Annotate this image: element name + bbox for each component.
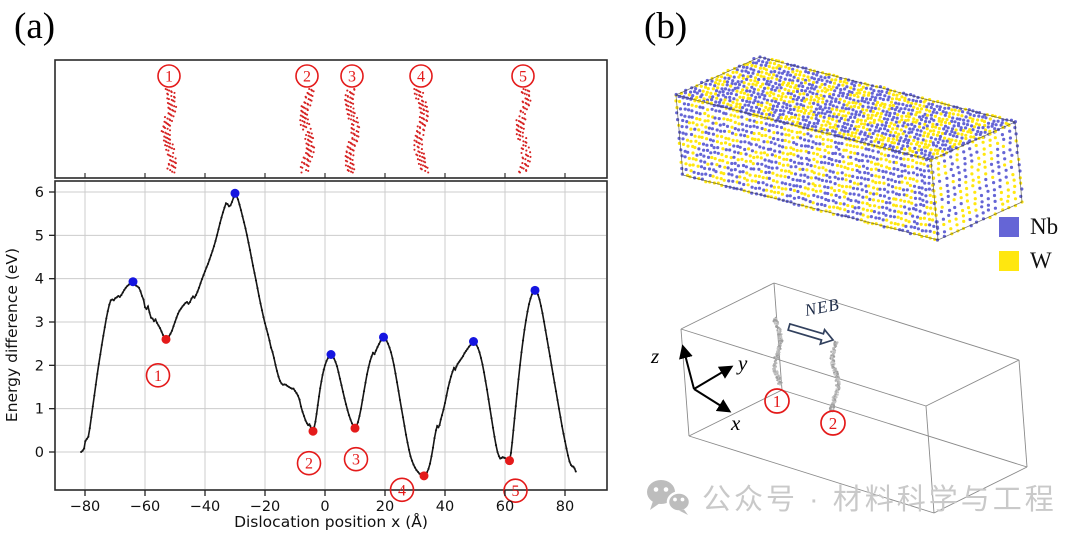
z-axis-letter: z (650, 344, 659, 368)
chart-gridlines (56, 182, 606, 489)
simulation-panel: 12 NEB z y x (650, 55, 1028, 514)
x-tick-label: 40 (436, 499, 454, 515)
position-label-number: 1 (773, 392, 782, 411)
minimum-marker (161, 334, 171, 344)
y-tick-label: 4 (35, 272, 44, 288)
structure-label-circle (340, 64, 364, 88)
state-label-circle (145, 363, 171, 388)
minimum-marker (308, 426, 318, 436)
state-label-circle (503, 478, 528, 503)
structure-label-circle (409, 64, 433, 88)
axis-ticks: −80 −60 −40 −20 0 20 40 60 80 0 1 2 3 4 5 6 (35, 173, 574, 515)
structure-label-number: 1 (165, 69, 173, 86)
state-label-number: 1 (154, 368, 162, 385)
w-legend-label: W (1030, 248, 1052, 273)
state-label-circle (389, 477, 415, 503)
minimum-marker (350, 423, 360, 433)
neb-arrow (787, 322, 835, 346)
position-label-circle (764, 388, 790, 414)
axis-arrow (693, 365, 734, 390)
panel-a-label: (a) (14, 6, 56, 47)
nb-color-swatch (999, 217, 1019, 237)
state-label-number: 5 (512, 483, 520, 500)
x-tick-label: −20 (250, 499, 281, 515)
structure-label-number: 2 (303, 69, 311, 86)
legend-row-w: W (999, 248, 1058, 274)
y-tick-label: 1 (35, 402, 44, 418)
x-tick-label: 60 (496, 499, 514, 515)
x-axis-letter: x (730, 411, 741, 435)
position-label-circle (820, 410, 846, 436)
x-axis-title: Dislocation position x (Å) (234, 512, 428, 531)
maximum-marker (379, 332, 388, 342)
energy-landscape-chart: 1 2 3 4 5 1 2 3 4 5 −80 −60 −40 −20 0 20 40 60 80 0 1 2 3 4 5 6… (3, 59, 608, 531)
watermark: 公众号 · 材料科学与工程 (645, 476, 1057, 518)
extrema-markers: 1 2 3 4 5 (128, 188, 540, 503)
wechat-icon (647, 480, 692, 515)
maximum-marker (230, 188, 240, 198)
w-color-swatch (999, 251, 1019, 271)
maximum-marker (128, 277, 138, 287)
watermark-text: 公众号 · 材料科学与工程 (702, 484, 1057, 516)
structure-strip-frame (54, 59, 608, 179)
state-label-number: 3 (352, 452, 360, 469)
nb-w-atom-box (674, 55, 1024, 242)
structure-label-number: 3 (348, 69, 356, 86)
position-label-number: 2 (829, 414, 838, 433)
x-tick-label: −80 (70, 499, 101, 515)
x-tick-label: −40 (190, 499, 221, 515)
panel-b-label: (b) (644, 6, 688, 47)
atom-box-outline (675, 56, 1023, 241)
y-axis-title: Energy difference (eV) (3, 248, 21, 422)
axis-arrow (679, 344, 695, 390)
legend-row-nb: Nb (999, 214, 1058, 240)
x-tick-label: 20 (376, 499, 394, 515)
state-label-circle (296, 450, 322, 476)
y-tick-label: 0 (35, 445, 44, 461)
state-label-number: 4 (398, 482, 406, 499)
minimum-marker (505, 456, 514, 466)
axis-arrow (693, 388, 732, 413)
dislocation-structure (515, 87, 532, 174)
y-tick-label: 3 (35, 315, 44, 331)
plot-frame (54, 180, 608, 491)
structure-label-circle (295, 64, 319, 88)
dislocation-strand (828, 340, 841, 413)
x-tick-label: 0 (320, 499, 329, 515)
dislocation-structure (299, 87, 316, 174)
dislocation-structure (413, 87, 430, 174)
atom-type-legend: Nb W (999, 214, 1058, 282)
state-label-number: 2 (305, 456, 313, 473)
neb-schematic-box: 12 (679, 282, 1028, 514)
dislocation-structure (160, 87, 178, 174)
maximum-marker (326, 350, 336, 360)
structure-label-number: 5 (519, 69, 527, 86)
minimum-marker (419, 471, 429, 481)
x-tick-label: −60 (130, 499, 161, 515)
y-tick-label: 5 (35, 228, 44, 244)
structure-label-number: 4 (417, 69, 425, 86)
dislocation-strand (772, 316, 784, 386)
y-axis-letter: y (736, 351, 748, 375)
structure-label-circle (511, 64, 535, 88)
maximum-marker (469, 337, 478, 347)
x-tick-label: 80 (556, 499, 574, 515)
state-label-circle (343, 446, 369, 472)
maximum-marker (530, 285, 540, 295)
y-tick-label: 6 (35, 185, 44, 201)
dislocation-structure (344, 87, 361, 174)
dislocation-core-structures: 1 2 3 4 5 (157, 64, 535, 174)
structure-label-circle (157, 64, 181, 88)
neb-label: NEB (802, 295, 841, 321)
y-tick-label: 2 (35, 358, 44, 374)
nb-legend-label: Nb (1030, 214, 1059, 239)
